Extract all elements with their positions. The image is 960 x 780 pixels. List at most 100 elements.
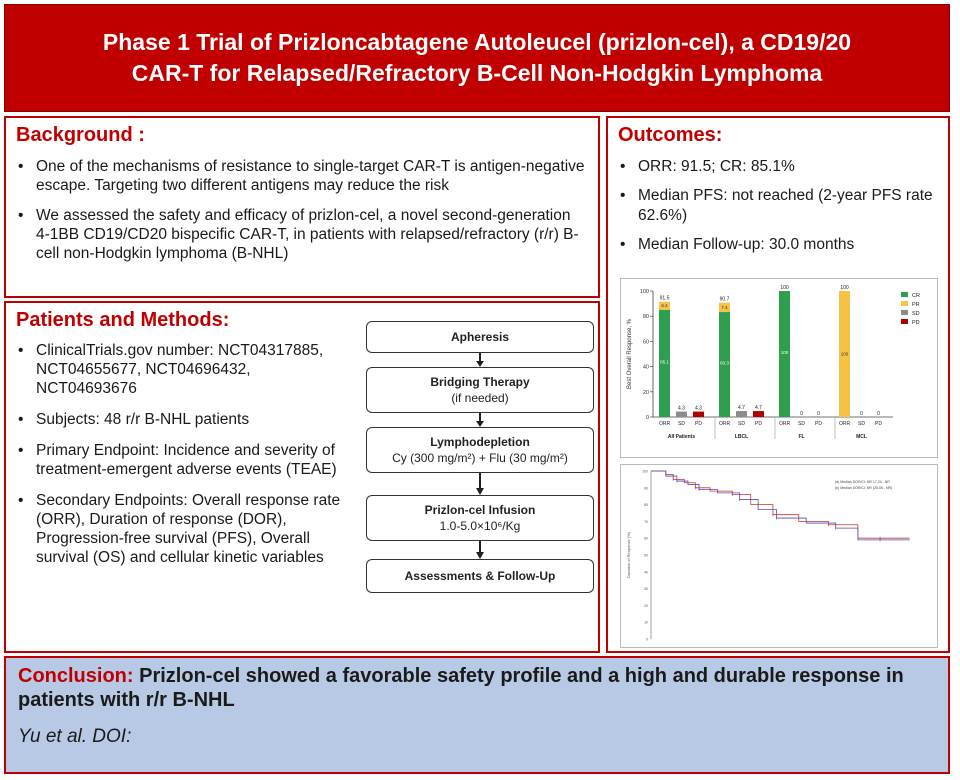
flow-step-sub: (if needed) [451,391,509,405]
legend-label: PR [912,302,920,308]
bar-segment-pr [839,291,850,417]
y-tick-label: 20 [643,390,649,396]
bar-value-label: 0 [877,411,880,417]
group-label: MCL [856,434,867,440]
flow-step-sub: Cy (300 mg/m²) + Flu (30 mg/m²) [392,451,568,465]
background-panel: Background : One of the mechanisms of re… [4,116,600,298]
flow-step-sub: 1.0-5.0×10⁶/Kg [439,519,521,533]
legend-swatch [901,310,908,315]
flow-step-bridging: Bridging Therapy (if needed) [366,367,594,413]
legend-label: CR [912,293,920,299]
bar-pr-label: 6.4 [661,303,668,308]
km-y-tick-label: 30 [644,587,648,591]
methods-item: ClinicalTrials.gov number: NCT04317885, … [16,341,351,398]
bar-segment-pd [753,411,764,417]
methods-item: Secondary Endpoints: Overall response ra… [16,491,351,567]
bar-segment-pd [693,411,704,417]
citation: Yu et al. DOI: [18,726,132,747]
outcomes-list: ORR: 91.5; CR: 85.1% Median PFS: not rea… [618,157,938,255]
study-flow-diagram: Apheresis Bridging Therapy (if needed) L… [366,321,594,593]
x-tick-label: SD [798,421,805,427]
response-bar-chart-svg: Best Overall Response, % 0 20 40 60 80 100 91.5… [627,285,920,440]
y-tick-label: 100 [640,289,649,295]
x-tick-label: ORR [779,421,791,427]
methods-list: ClinicalTrials.gov number: NCT04317885, … [16,341,351,567]
legend-label: PD [912,320,920,326]
response-bar-chart: Best Overall Response, % 0 20 40 60 80 100 91.5… [620,278,938,458]
methods-item: Primary Endpoint: Incidence and severity… [16,441,351,479]
km-y-tick-label: 70 [644,520,648,524]
background-item: One of the mechanisms of resistance to s… [16,157,588,195]
km-legend-label: (b) Median DOR/CI: NR (25.06 - NR) [835,486,892,490]
conclusion-panel: Conclusion: Prizlon-cel showed a favorab… [4,656,950,774]
y-tick-label: 60 [643,339,649,345]
x-tick-label: PD [815,421,822,427]
x-tick-label: ORR [659,421,671,427]
bar-value-label: 0 [860,411,863,417]
bar-value-label: 100 [840,285,849,291]
x-tick-label: PD [875,421,882,427]
bar-value-label: 4.7 [755,405,762,411]
flow-arrow [366,413,594,427]
legend-swatch [901,292,908,297]
y-tick-label: 0 [646,415,649,421]
x-tick-label: SD [738,421,745,427]
x-tick-label: PD [755,421,762,427]
outcomes-item: Median PFS: not reached (2-year PFS rate… [618,186,938,226]
dor-km-chart-svg: Duration of Response (%) 0 10 20 30 40 50 60 70 8… [626,470,910,642]
dor-km-chart: Duration of Response (%) 0 10 20 30 40 50 60 70 8… [620,464,938,648]
flow-step-title: Apheresis [450,330,510,344]
km-y-axis-label: Duration of Response (%) [626,531,631,578]
km-y-tick-label: 50 [644,554,648,558]
title-banner: Phase 1 Trial of Prizloncabtagene Autole… [4,4,950,112]
title-line-2: CAR-T for Relapsed/Refractory B-Cell Non… [131,60,823,86]
bar-value-label: 91.5 [660,296,670,302]
flow-step-title: Lymphodepletion [430,435,530,449]
flow-arrow [366,473,594,495]
flow-step-apheresis: Apheresis [366,321,594,353]
conclusion-label: Conclusion: [18,665,134,687]
km-y-tick-label: 10 [644,621,648,625]
bar-pr-label: 100 [841,352,849,357]
bar-segment-pr [659,301,670,310]
bar-value-label: 4.3 [695,406,702,412]
km-y-tick-label: 80 [644,503,648,507]
flow-step-title: Bridging Therapy [430,375,530,389]
km-y-tick-label: 0 [646,638,648,642]
methods-panel: Patients and Methods: ClinicalTrials.gov… [4,301,600,653]
background-item: We assessed the safety and efficacy of p… [16,206,588,263]
x-tick-label: SD [678,421,685,427]
group-label: All Patients [668,434,695,440]
y-axis-label: Best Overall Response, % [627,318,633,389]
outcomes-heading: Outcomes: [618,124,723,146]
bar-pr-label: 7.4 [721,305,728,310]
group-label: FL [798,434,804,440]
group-label: LBCL [735,434,748,440]
methods-heading: Patients and Methods: [16,309,230,331]
bar-value-label: 4.7 [738,405,745,411]
bar-segment-pr [719,302,730,313]
legend-swatch [901,319,908,324]
outcomes-item: ORR: 91.5; CR: 85.1% [618,157,938,177]
km-y-tick-label: 60 [644,537,648,541]
methods-item: Subjects: 48 r/r B-NHL patients [16,410,351,429]
flow-arrow [366,353,594,367]
bar-segment-sd [736,411,747,417]
bar-cr-label: 85.1 [660,359,669,364]
bar-segment-cr [659,309,670,417]
x-tick-label: PD [695,421,702,427]
bar-segment-cr [719,312,730,417]
bar-value-label: 90.7 [720,297,730,303]
flow-arrow [366,541,594,559]
flow-step-title: Assessments & Follow-Up [404,569,556,583]
flow-step-infusion: Prizlon-cel Infusion 1.0-5.0×10⁶/Kg [366,495,594,541]
bar-cr-label: 83.3 [720,361,729,366]
bar-value-label: 100 [780,285,789,291]
conclusion-text: Prizlon-cel showed a favorable safety pr… [18,665,904,711]
poster-title: Phase 1 Trial of Prizloncabtagene Autole… [103,27,851,89]
x-tick-label: ORR [719,421,731,427]
legend-swatch [901,301,908,306]
km-y-tick-label: 40 [644,570,648,574]
bar-segment-cr [779,291,790,417]
km-y-tick-label: 20 [644,604,648,608]
